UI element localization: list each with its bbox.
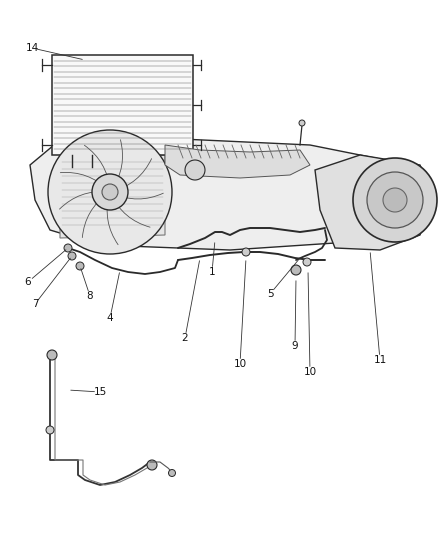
Circle shape — [367, 172, 423, 228]
Text: 5: 5 — [267, 289, 273, 299]
Circle shape — [68, 252, 76, 260]
Circle shape — [147, 460, 157, 470]
Text: 14: 14 — [25, 43, 39, 53]
Circle shape — [169, 470, 176, 477]
Circle shape — [48, 130, 172, 254]
Text: 2: 2 — [182, 333, 188, 343]
Polygon shape — [60, 155, 165, 238]
Polygon shape — [315, 155, 432, 250]
Text: 7: 7 — [32, 299, 38, 309]
Text: 8: 8 — [87, 291, 93, 301]
Text: 10: 10 — [233, 359, 247, 369]
Text: 11: 11 — [373, 355, 387, 365]
Text: 6: 6 — [25, 277, 31, 287]
Polygon shape — [30, 138, 415, 250]
Text: 1: 1 — [208, 267, 215, 277]
Text: 10: 10 — [304, 367, 317, 377]
Polygon shape — [165, 145, 310, 178]
Circle shape — [383, 188, 407, 212]
Polygon shape — [52, 55, 193, 155]
Circle shape — [64, 244, 72, 252]
Circle shape — [303, 258, 311, 266]
Circle shape — [291, 265, 301, 275]
Circle shape — [47, 350, 57, 360]
Circle shape — [92, 174, 128, 210]
Circle shape — [46, 426, 54, 434]
Circle shape — [242, 248, 250, 256]
Text: 4: 4 — [107, 313, 113, 323]
Circle shape — [353, 158, 437, 242]
Circle shape — [76, 262, 84, 270]
Text: 15: 15 — [93, 387, 106, 397]
Text: 9: 9 — [292, 341, 298, 351]
Circle shape — [185, 160, 205, 180]
Circle shape — [102, 184, 118, 200]
Circle shape — [299, 120, 305, 126]
